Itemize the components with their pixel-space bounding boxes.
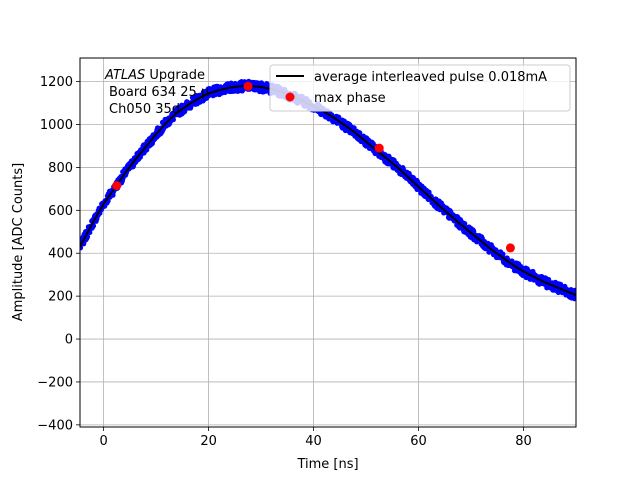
max-phase-point (112, 181, 122, 191)
annotation-line2: Board 634 25 µ (109, 85, 209, 100)
x-tick-label: 80 (515, 434, 532, 449)
sample-point (357, 130, 363, 136)
annotation-atlas: ATLAS (104, 68, 145, 83)
annotation: ATLAS Upgrade Board 634 25 µ Ch050 35d (104, 68, 209, 117)
legend-entry-max-phase: max phase (314, 91, 386, 106)
y-tick-label: 0 (65, 333, 73, 348)
x-tick-label: 40 (305, 434, 322, 449)
svg-text:ATLAS Upgrade: ATLAS Upgrade (104, 68, 205, 83)
annotation-upgrade: Upgrade (145, 68, 205, 83)
ticks: 0 20 40 60 80 −400 −200 0 200 400 600 800 1000 1200 (37, 75, 532, 449)
annotation-line3: Ch050 35d (109, 102, 180, 117)
average-pulse-line (80, 84, 576, 297)
legend-entry-average-pulse: average interleaved pulse 0.018mA (314, 70, 547, 85)
data-layer (80, 78, 576, 302)
y-tick-label: 800 (48, 161, 73, 176)
x-axis-label: Time [ns] (296, 457, 358, 472)
y-tick-label: 200 (48, 290, 73, 305)
x-tick-label: 0 (99, 434, 107, 449)
sample-point (462, 221, 468, 227)
legend: average interleaved pulse 0.018mA max ph… (269, 64, 571, 112)
y-tick-label: 1000 (40, 118, 73, 133)
plot-frame (79, 57, 577, 428)
max-phase-point (374, 143, 384, 153)
legend-marker-swatch (285, 92, 295, 102)
y-tick-label: 1200 (40, 75, 73, 90)
y-tick-label: −400 (37, 418, 73, 433)
max-phase-point (243, 81, 253, 91)
x-tick-label: 60 (410, 434, 427, 449)
x-tick-label: 20 (200, 434, 217, 449)
y-tick-label: 400 (48, 247, 73, 262)
legend-box (269, 64, 571, 112)
y-tick-label: −200 (37, 375, 73, 390)
y-tick-label: 600 (48, 204, 73, 219)
max-phase-point (505, 243, 515, 253)
y-axis-label: Amplitude [ADC Counts] (11, 163, 26, 321)
